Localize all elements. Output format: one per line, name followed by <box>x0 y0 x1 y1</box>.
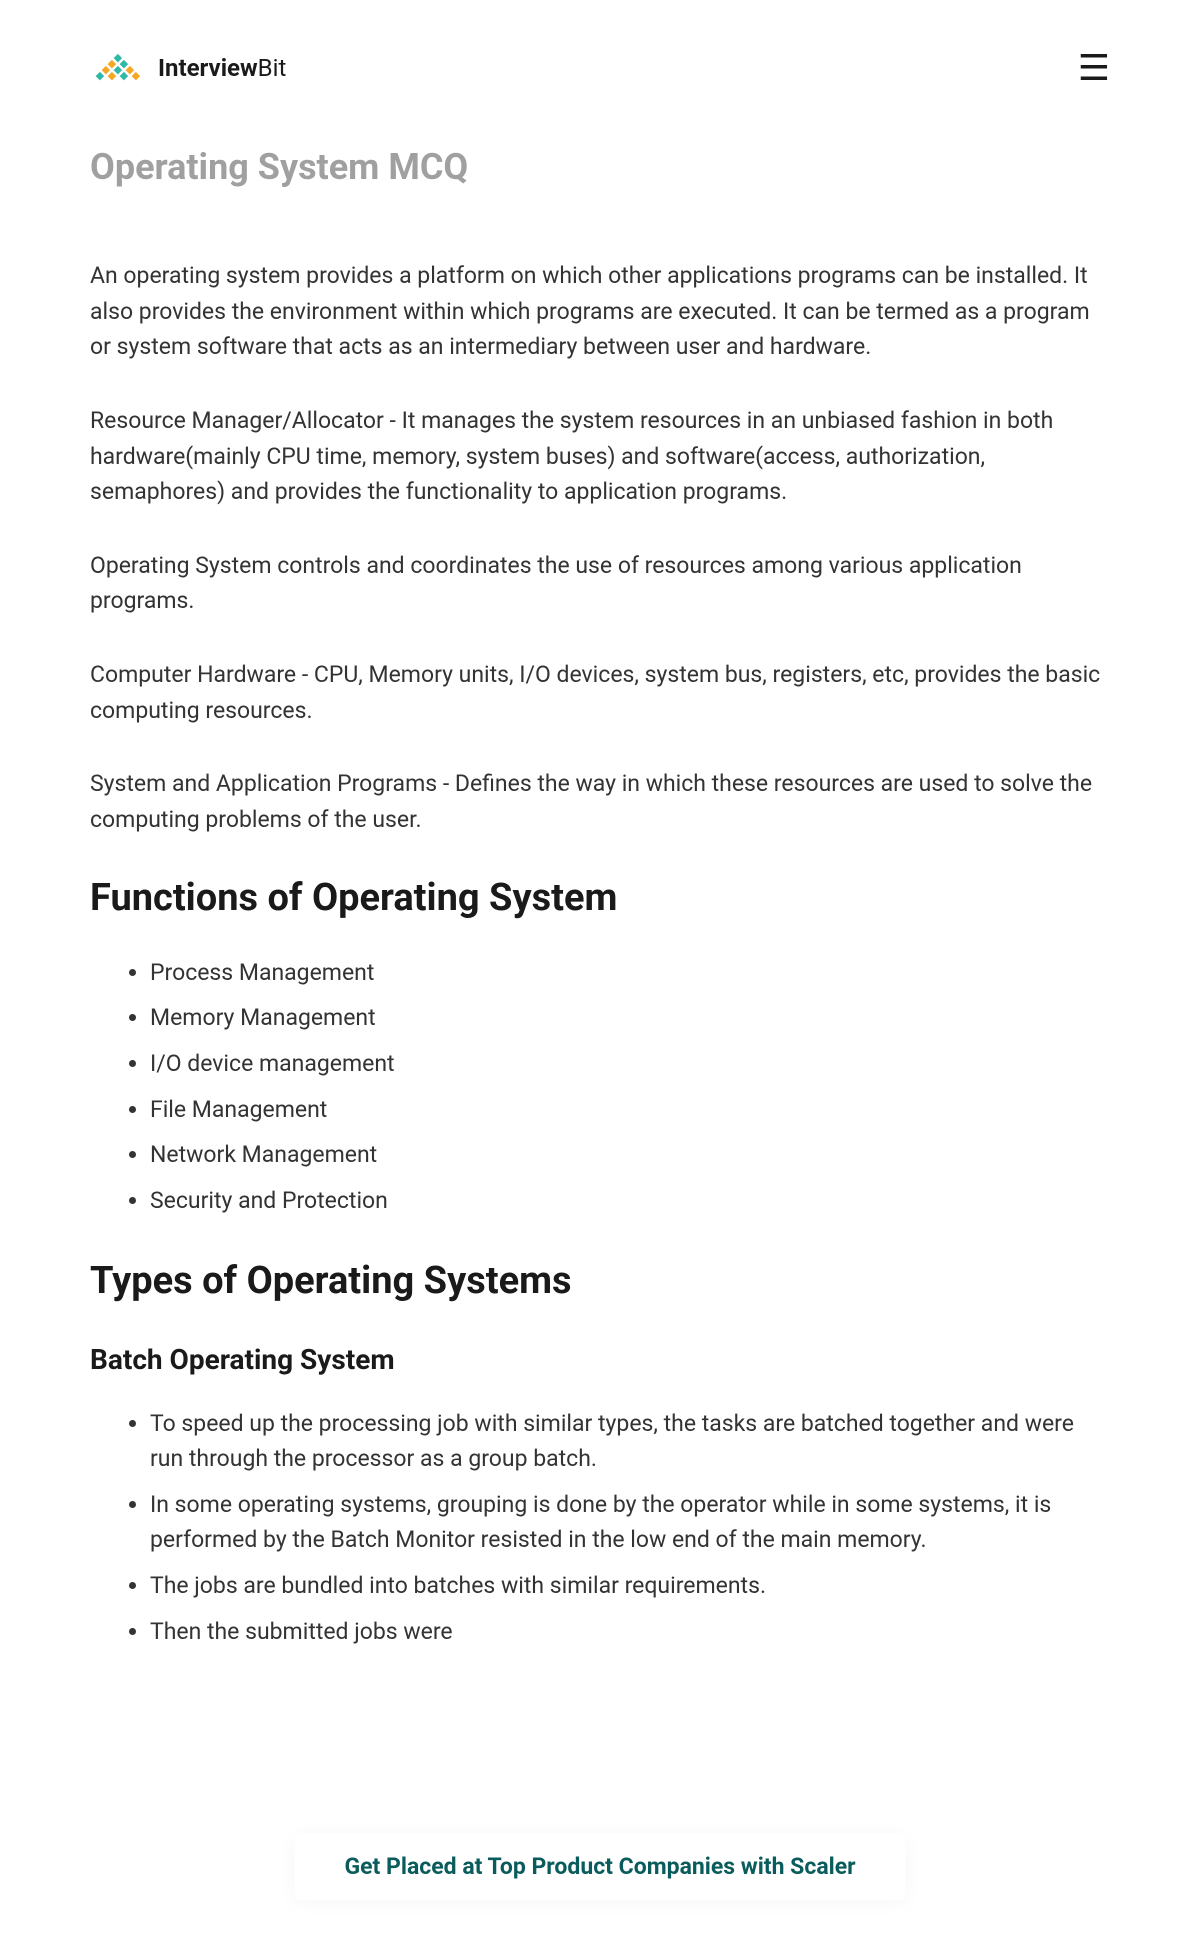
list-item: File Management <box>150 1092 1110 1128</box>
page-title: Operating System MCQ <box>90 146 1110 188</box>
intro-paragraph-2: Resource Manager/Allocator - It manages … <box>90 403 1110 510</box>
batch-heading: Batch Operating System <box>90 1343 1110 1376</box>
batch-list: To speed up the processing job with simi… <box>90 1406 1110 1650</box>
functions-heading: Functions of Operating System <box>90 876 1110 920</box>
list-item: In some operating systems, grouping is d… <box>150 1487 1110 1558</box>
intro-paragraph-1: An operating system provides a platform … <box>90 258 1110 365</box>
logo[interactable]: InterviewBit <box>90 53 286 83</box>
list-item: Network Management <box>150 1137 1110 1173</box>
list-item: Security and Protection <box>150 1183 1110 1219</box>
main-content: Operating System MCQ An operating system… <box>0 126 1200 1779</box>
intro-paragraph-4: Computer Hardware - CPU, Memory units, I… <box>90 657 1110 728</box>
list-item: I/O device management <box>150 1046 1110 1082</box>
list-item: Then the submitted jobs were <box>150 1614 1110 1650</box>
hamburger-menu-icon[interactable]: ☰ <box>1078 50 1110 86</box>
list-item: Memory Management <box>150 1000 1110 1036</box>
intro-paragraph-5: System and Application Programs - Define… <box>90 766 1110 837</box>
logo-icon <box>90 53 150 83</box>
list-item: Process Management <box>150 955 1110 991</box>
list-item: The jobs are bundled into batches with s… <box>150 1568 1110 1604</box>
types-heading: Types of Operating Systems <box>90 1259 1110 1303</box>
cta-banner[interactable]: Get Placed at Top Product Companies with… <box>294 1833 905 1900</box>
header: InterviewBit ☰ <box>0 0 1200 126</box>
list-item: To speed up the processing job with simi… <box>150 1406 1110 1477</box>
logo-text: InterviewBit <box>158 54 286 82</box>
intro-paragraph-3: Operating System controls and coordinate… <box>90 548 1110 619</box>
functions-list: Process Management Memory Management I/O… <box>90 955 1110 1219</box>
